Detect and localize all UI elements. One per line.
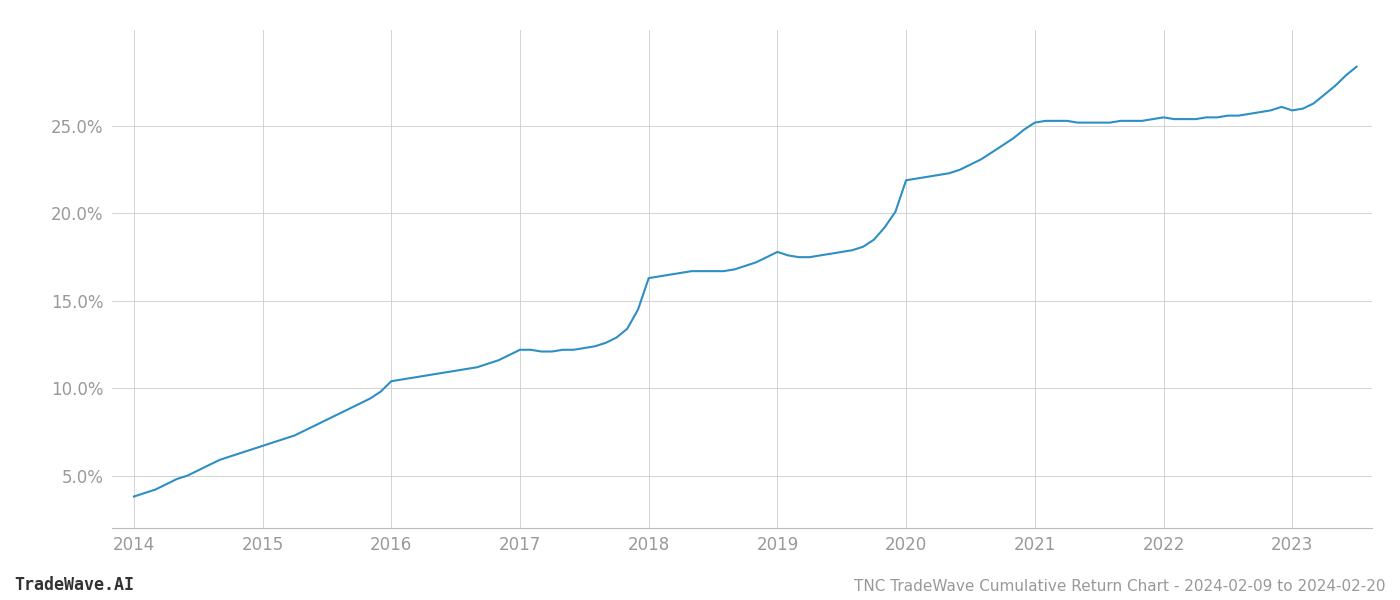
Text: TradeWave.AI: TradeWave.AI	[14, 576, 134, 594]
Text: TNC TradeWave Cumulative Return Chart - 2024-02-09 to 2024-02-20: TNC TradeWave Cumulative Return Chart - …	[854, 579, 1386, 594]
